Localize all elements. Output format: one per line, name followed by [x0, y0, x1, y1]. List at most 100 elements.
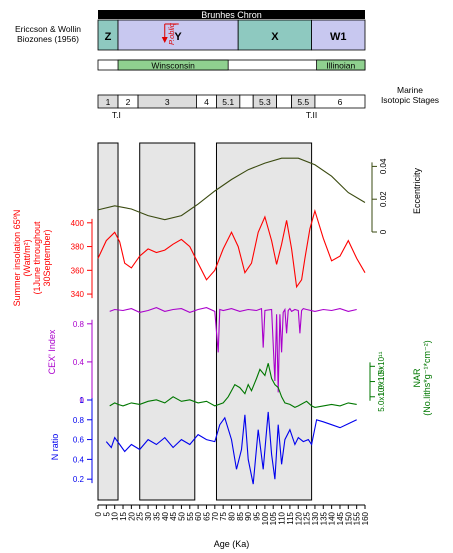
x-tick-label-1: 5: [102, 511, 111, 516]
shaded-interval-0: [97, 142, 119, 501]
series-line-4: [105, 411, 357, 485]
isotope-stage-5: [239, 94, 254, 109]
y-tick-label-3-1: 1.0x10¹¹: [377, 367, 386, 397]
y-axis-title-2: CEX' Index: [47, 329, 57, 374]
y-tick-label-2-2: 0.8: [73, 320, 85, 329]
x-tick-label-7: 35: [152, 511, 161, 520]
x-tick-label-18: 90: [244, 511, 253, 520]
y-tick-label-1-1: 360: [71, 266, 85, 275]
x-tick-label-5: 25: [136, 511, 145, 520]
x-tick-label-14: 70: [211, 511, 220, 520]
y-tick-label-4-3: 0.8: [73, 416, 85, 425]
panel-summer-insolation-65n: 340 360 380 400 Summer insolation 65ºN(Watt/…: [12, 208, 366, 307]
y-tick-label-3-2: 1.5x10¹¹: [377, 351, 386, 381]
x-tick-label-17: 85: [236, 511, 245, 520]
biozone-label-y: Y: [174, 31, 182, 43]
y-tick-label-1-0: 340: [71, 290, 85, 299]
x-tick-label-31: 155: [353, 511, 362, 525]
termination-tii: T.II: [306, 110, 317, 120]
x-tick-label-2: 10: [111, 511, 120, 520]
y-tick-label-4-4: 1: [80, 396, 85, 405]
y-tick-label-2-1: 0.4: [73, 358, 85, 367]
isotope-stage-label-1: 2: [126, 97, 131, 107]
series-line-1: [97, 208, 366, 289]
x-tick-label-25: 125: [303, 511, 312, 525]
x-tick-label-9: 45: [169, 511, 178, 520]
glacial-label-winsconsin: Winsconsin: [151, 61, 195, 71]
x-tick-label-26: 130: [311, 511, 320, 525]
pobliq-arrow: [161, 37, 168, 43]
x-tick-label-4: 20: [127, 511, 136, 520]
biozone-x: [237, 19, 313, 51]
x-tick-label-8: 40: [161, 511, 170, 520]
x-tick-label-22: 110: [278, 511, 287, 524]
isotope-stage-label-2: 3: [165, 97, 170, 107]
x-tick-label-20: 100: [261, 511, 270, 525]
y-tick-label-4-0: 0.2: [73, 475, 85, 484]
isotope-stage-7: [276, 94, 292, 109]
series-line-0: [97, 157, 366, 221]
y-tick-label-0-2: 0.04: [379, 158, 388, 174]
y-tick-label-1-2: 380: [71, 243, 85, 252]
series-line-3: [109, 363, 357, 409]
x-tick-label-30: 150: [344, 511, 353, 525]
isotope-stage-label-4: 5.1: [222, 97, 234, 107]
x-tick-label-27: 135: [319, 511, 328, 525]
x-tick-label-3: 15: [119, 511, 128, 520]
shaded-interval-1: [139, 142, 196, 501]
data-panels: 0 0.02 0.04 Eccentricity 340 360 380 400 Summer …: [12, 157, 432, 485]
chronology-header: Brunhes Chron Z Y X W1 Ericcson & Wollin Biozo…: [15, 10, 439, 120]
biozone-label-w1: W1: [330, 31, 347, 43]
biozone-label-z: Z: [105, 31, 112, 43]
glacial-illinoian: [316, 59, 366, 71]
x-tick-label-11: 55: [186, 511, 195, 520]
y-tick-label-0-1: 0.02: [379, 191, 388, 207]
y-tick-label-4-1: 0.4: [73, 455, 85, 464]
panel-eccentricity: 0 0.02 0.04 Eccentricity: [97, 157, 422, 234]
y-axis-title-0: Eccentricity: [412, 167, 422, 214]
x-tick-label-21: 105: [269, 511, 278, 525]
x-axis: 0 5 10 15 20 25 30 35 40 45 50 55 60 65 70 75 80 85 90 95 10…: [94, 504, 370, 549]
x-tick-label-23: 115: [286, 511, 295, 524]
isotope-stage-label-6: 5.3: [259, 97, 271, 107]
x-tick-label-16: 80: [228, 511, 237, 520]
termination-ti: T.I: [112, 110, 121, 120]
x-tick-label-13: 65: [202, 511, 211, 520]
x-tick-label-28: 140: [328, 511, 337, 525]
series-line-2: [109, 307, 357, 393]
chron-label: Brunhes Chron: [201, 10, 262, 20]
chron-bar: [98, 10, 365, 19]
pobliq-label: P.obliq: [167, 22, 176, 45]
x-tick-label-19: 95: [253, 511, 262, 520]
isotope-stage-label-3: 4: [204, 97, 209, 107]
y-axis-title-3: NAR(No.liths*g⁻¹*cm⁻²): [412, 340, 432, 416]
y-tick-label-0-0: 0: [379, 229, 388, 234]
x-tick-label-29: 145: [336, 511, 345, 525]
x-axis-title: Age (Ka): [214, 539, 250, 549]
biozone-y: [117, 19, 239, 51]
x-tick-label-24: 120: [294, 511, 303, 525]
biozone-w1: [311, 19, 366, 51]
x-tick-label-10: 50: [177, 511, 186, 520]
biozone-label-x: X: [271, 31, 279, 43]
y-axis-title-4: N ratio: [50, 434, 60, 461]
isotope-stage-label-8: 5.5: [297, 97, 309, 107]
y-axis-title-1: Summer insolation 65ºN(Watt/m²)(1June th…: [12, 210, 52, 307]
x-tick-label-0: 0: [94, 511, 103, 516]
y-tick-label-3-0: 5.0x10¹⁰: [377, 382, 386, 412]
panel-cex-index: 0 0.4 0.8 CEX' Index: [47, 307, 357, 405]
x-tick-label-12: 60: [194, 511, 203, 520]
isotope-stage-9: [314, 94, 366, 109]
panel-n-ratio: 0.2 0.4 0.6 0.8 1 N ratio: [50, 396, 357, 485]
glacial-winsconsin: [117, 59, 229, 71]
x-tick-label-15: 75: [219, 511, 228, 520]
x-tick-label-6: 30: [144, 511, 153, 520]
y-tick-label-1-3: 400: [71, 219, 85, 228]
glacial-label-illinoian: Illinoian: [326, 61, 355, 71]
y-tick-label-4-2: 0.6: [73, 436, 85, 445]
isotope-axis-label: Marine Isotopic Stages: [381, 85, 439, 105]
biozone-axis-label: Ericcson & Wollin Biozones (1956): [15, 24, 81, 44]
isotope-stage-label-0: 1: [106, 97, 111, 107]
